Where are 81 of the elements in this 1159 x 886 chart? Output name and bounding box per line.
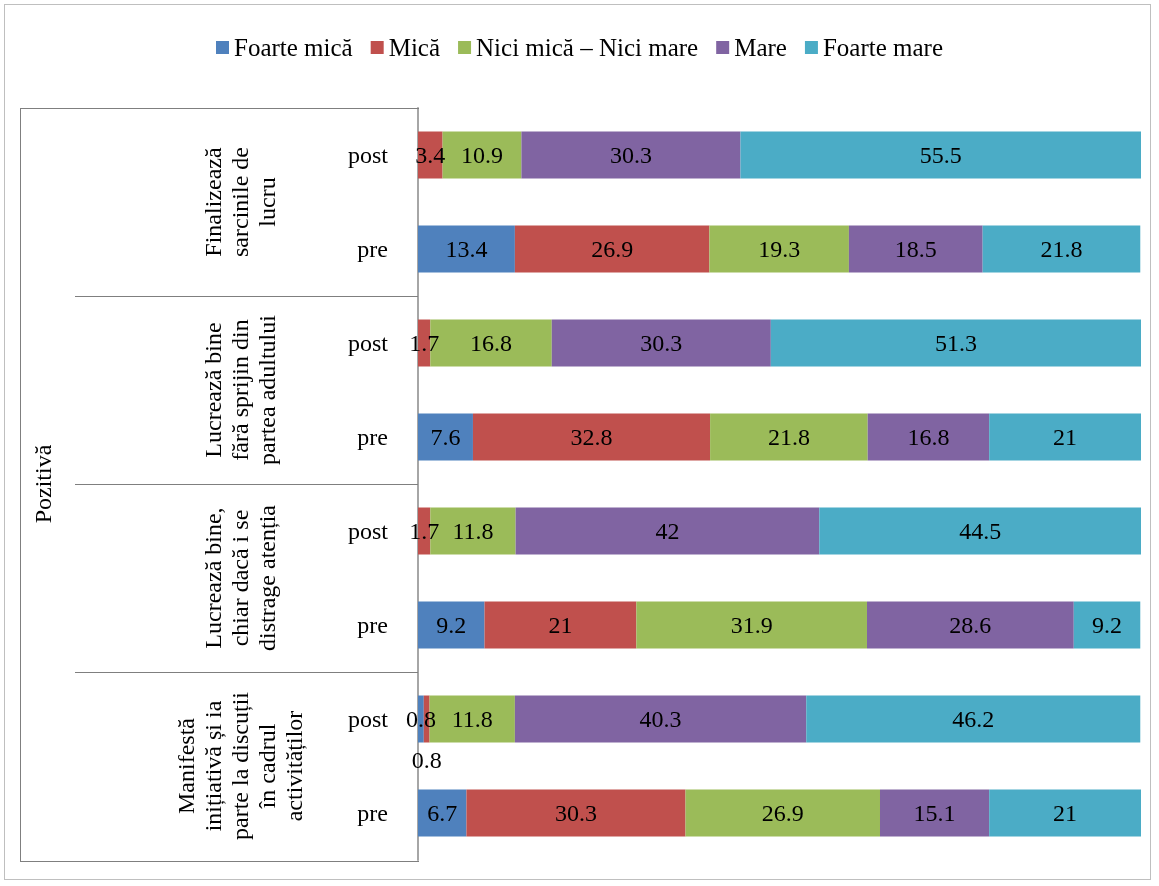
y-tick-label: post [347,518,389,544]
data-label: 51.3 [934,330,977,356]
data-label: 9.2 [1092,612,1123,638]
data-label: 19.3 [758,236,801,262]
text: Finalizează sarcinile de lucru [198,146,281,259]
data-label: 44.5 [959,518,1002,544]
data-label: 30.3 [554,800,597,826]
data-label: 6.7 [427,800,458,826]
data-label: 11.8 [451,706,493,732]
data-label: 26.9 [591,236,634,262]
y-tick-label: pre [357,800,388,826]
bar [848,225,983,273]
bar [521,131,741,179]
data-label: 7.6 [430,424,461,450]
bar [551,319,771,367]
bar [710,413,868,461]
legend-label: Foarte mică [233,34,353,61]
bar [514,695,807,743]
data-label: 1.7 [409,330,440,356]
data-label: 26.9 [761,800,804,826]
data-label: 46.2 [952,706,995,732]
y-tick-label: post [347,330,389,356]
data-label: 31.9 [730,612,773,638]
bar [867,413,990,461]
data-label: 21 [548,612,573,638]
bar [515,507,820,555]
legend-label: Nici mică – Nici mare [476,34,699,61]
text: Lucrează bine fără sprijin din partea adultului [198,315,281,465]
data-label: 21 [1053,800,1078,826]
bar [472,413,711,461]
legend-label: Foarte mare [822,34,944,61]
text: Manifestă inițiativă și ia parte la discuții în cadrul activităților [171,691,308,841]
y-tick-label: pre [357,424,388,450]
data-label: 16.8 [907,424,950,450]
data-label: 9.2 [436,612,467,638]
data-label: 13.4 [445,236,488,262]
bar [989,789,1141,837]
bar [770,319,1141,367]
bar [740,131,1141,179]
text: Lucrează bine, chiar dacă i se distrage atenția [198,504,281,653]
data-label: 11.8 [452,518,494,544]
data-label: 18.5 [894,236,937,262]
data-label: 0.8 [411,746,442,773]
bar [982,225,1141,273]
data-label: 32.8 [570,424,613,450]
legend-label: Mică [388,34,441,61]
data-label: 1.7 [409,518,440,544]
bar [866,601,1074,649]
bar [418,601,485,649]
bar [819,507,1141,555]
bar [636,601,867,649]
data-label: 21 [1053,424,1078,450]
data-label: 40.3 [639,706,682,732]
y-tick-label: pre [357,236,388,262]
bar [806,695,1141,743]
bar [514,225,710,273]
data-label: 21.8 [767,424,810,450]
bar [685,789,880,837]
bar [418,225,515,273]
y-tick-label: post [347,706,389,732]
bar [418,789,467,837]
bar [466,789,686,837]
data-label: 21.8 [1040,236,1083,262]
bar [484,601,637,649]
bar [418,413,473,461]
data-label: 10.9 [460,142,503,168]
data-label: 42 [655,518,680,544]
bar [989,413,1141,461]
bar [709,225,849,273]
bar [880,789,990,837]
legend-label: Mare [734,34,787,61]
data-label: 30.3 [640,330,683,356]
data-label: 16.8 [470,330,513,356]
data-label: 30.3 [609,142,652,168]
text: Pozitivă [28,443,57,526]
bar [1073,601,1141,649]
y-tick-label: post [347,142,389,168]
y-tick-label: pre [357,612,388,638]
data-label: 15.1 [913,800,956,826]
data-label: 55.5 [919,142,962,168]
data-label: 28.6 [949,612,992,638]
